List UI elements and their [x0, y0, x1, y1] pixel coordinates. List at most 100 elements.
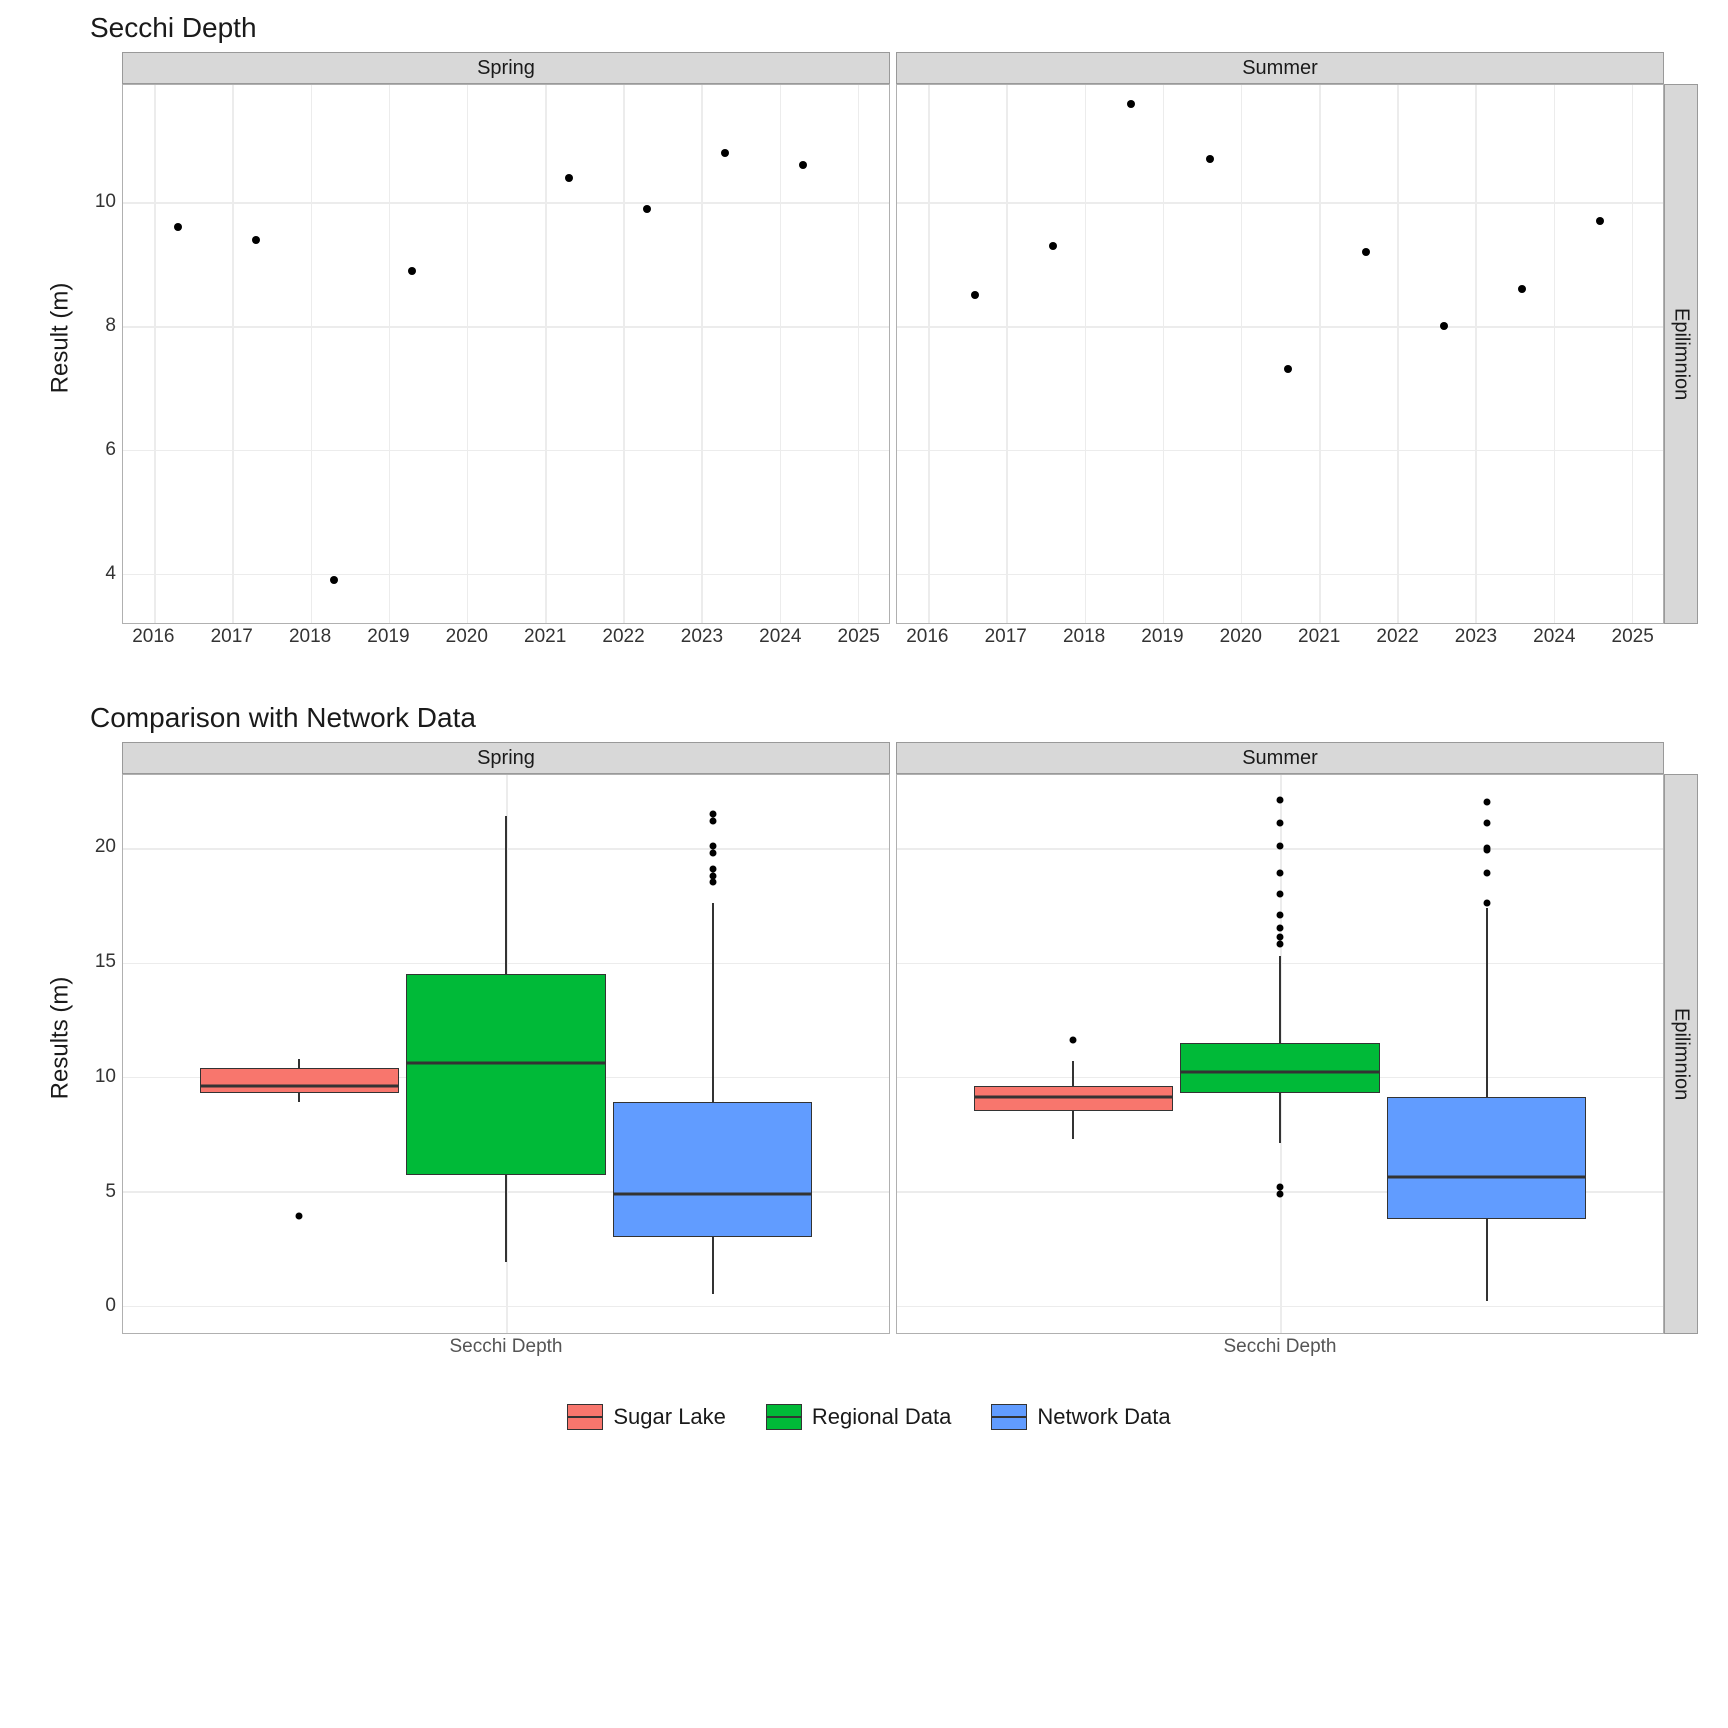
boxplot-outlier — [1483, 820, 1490, 827]
boxplot-box — [200, 1068, 399, 1093]
legend-swatch — [766, 1404, 802, 1430]
legend-item: Network Data — [991, 1404, 1170, 1430]
scatter-xtick: 2016 — [132, 626, 174, 648]
scatter-xtick: 2019 — [1141, 626, 1183, 648]
boxplot-plot-area — [896, 774, 1664, 1334]
scatter-ytick: 10 — [95, 191, 116, 213]
boxplot-outlier — [1277, 925, 1284, 932]
scatter-point — [721, 149, 729, 157]
legend-label: Sugar Lake — [613, 1404, 726, 1430]
scatter-yaxis: 4 6 8 10 — [80, 52, 122, 624]
boxplot-outlier — [1483, 870, 1490, 877]
boxplot-outlier — [1277, 911, 1284, 918]
boxplot-row: Results (m) 05101520 SpringSummer Epilim… — [40, 742, 1698, 1334]
boxplot-yaxis: 05101520 — [80, 742, 122, 1334]
scatter-row: Result (m) 46810 SpringSummer Epilimnion — [40, 52, 1698, 624]
scatter-point — [1362, 248, 1370, 256]
scatter-xtick: 2017 — [985, 626, 1027, 648]
boxplot-outlier — [1483, 900, 1490, 907]
boxplot-xaxis: Secchi DepthSecchi Depth — [122, 1336, 1698, 1364]
boxplot-box — [1387, 1097, 1586, 1218]
boxplot-title: Comparison with Network Data — [90, 702, 1698, 734]
boxplot-ytick: 0 — [105, 1295, 116, 1317]
scatter-ytick: 6 — [105, 439, 116, 461]
scatter-ylabel: Result (m) — [46, 283, 74, 394]
scatter-xtick: 2021 — [524, 626, 566, 648]
scatter-plot-area — [122, 84, 890, 624]
legend-item: Sugar Lake — [567, 1404, 726, 1430]
scatter-xtick: 2016 — [906, 626, 948, 648]
scatter-point — [1127, 100, 1135, 108]
scatter-point — [1440, 322, 1448, 330]
boxplot-right-strip-col: Epilimnion — [1664, 742, 1698, 1334]
scatter-xtick: 2021 — [1298, 626, 1340, 648]
legend-label: Network Data — [1037, 1404, 1170, 1430]
boxplot-outlier — [1277, 842, 1284, 849]
boxplot-facet-strip: Spring — [122, 742, 890, 774]
boxplot-outlier — [709, 810, 716, 817]
boxplot-outlier — [709, 865, 716, 872]
legend-swatch — [991, 1404, 1027, 1430]
boxplot-ylabel: Results (m) — [46, 977, 74, 1100]
boxplot-panels: SpringSummer — [122, 742, 1664, 1334]
boxplot-outlier — [1277, 1183, 1284, 1190]
scatter-right-strip-col: Epilimnion — [1664, 52, 1698, 624]
boxplot-outlier — [1277, 797, 1284, 804]
scatter-plot-area — [896, 84, 1664, 624]
boxplot-xtick: Secchi Depth — [1223, 1336, 1336, 1358]
scatter-point — [971, 291, 979, 299]
scatter-point — [1206, 155, 1214, 163]
boxplot-outlier — [1277, 934, 1284, 941]
scatter-facet-strip: Spring — [122, 52, 890, 84]
scatter-point — [330, 576, 338, 584]
boxplot-outlier — [709, 849, 716, 856]
boxplot-ytick: 5 — [105, 1181, 116, 1203]
scatter-point — [174, 223, 182, 231]
scatter-xtick: 2020 — [446, 626, 488, 648]
scatter-ytick: 4 — [105, 563, 116, 585]
scatter-xtick: 2018 — [289, 626, 331, 648]
boxplot-outlier — [709, 872, 716, 879]
boxplot-outlier — [1483, 799, 1490, 806]
boxplot-panel: Summer — [896, 742, 1664, 1334]
boxplot-box — [406, 974, 605, 1175]
boxplot-outlier — [709, 879, 716, 886]
boxplot-outlier — [1483, 845, 1490, 852]
scatter-point — [643, 205, 651, 213]
scatter-xtick: 2022 — [1376, 626, 1418, 648]
boxplot-right-strip: Epilimnion — [1664, 774, 1698, 1334]
boxplot-outlier — [296, 1213, 303, 1220]
scatter-xtick: 2025 — [838, 626, 880, 648]
scatter-ylabel-wrap: Result (m) — [40, 52, 80, 624]
scatter-point — [799, 161, 807, 169]
scatter-xaxis: 2016 2017 2018 2019 2020 2021 2022 2023 2024 2025… — [122, 626, 1698, 654]
scatter-xtick: 2023 — [1455, 626, 1497, 648]
boxplot-plot-area — [122, 774, 890, 1334]
scatter-xtick: 2024 — [759, 626, 801, 648]
boxplot-ytick: 15 — [95, 951, 116, 973]
legend-label: Regional Data — [812, 1404, 951, 1430]
boxplot-outlier — [1070, 1037, 1077, 1044]
boxplot-panel: Spring — [122, 742, 890, 1334]
scatter-point — [1284, 365, 1292, 373]
boxplot-outlier — [709, 817, 716, 824]
boxplot-outlier — [709, 842, 716, 849]
boxplot-outlier — [1277, 820, 1284, 827]
scatter-xtick: 2025 — [1612, 626, 1654, 648]
scatter-right-strip: Epilimnion — [1664, 84, 1698, 624]
boxplot-ytick: 10 — [95, 1066, 116, 1088]
boxplot-outlier — [1277, 870, 1284, 877]
scatter-xtick: 2018 — [1063, 626, 1105, 648]
scatter-ytick: 8 — [105, 315, 116, 337]
boxplot-facet-strip: Summer — [896, 742, 1664, 774]
boxplot-outlier — [1277, 890, 1284, 897]
scatter-xtick: 2022 — [602, 626, 644, 648]
page: Secchi Depth Result (m) 46810 SpringSumm… — [0, 0, 1728, 1728]
scatter-point — [1518, 285, 1526, 293]
scatter-xtick: 2024 — [1533, 626, 1575, 648]
boxplot-box — [1180, 1043, 1379, 1093]
legend-swatch — [567, 1404, 603, 1430]
legend: Sugar Lake Regional Data Network Data — [40, 1404, 1698, 1430]
scatter-point — [252, 236, 260, 244]
scatter-xtick: 2020 — [1220, 626, 1262, 648]
